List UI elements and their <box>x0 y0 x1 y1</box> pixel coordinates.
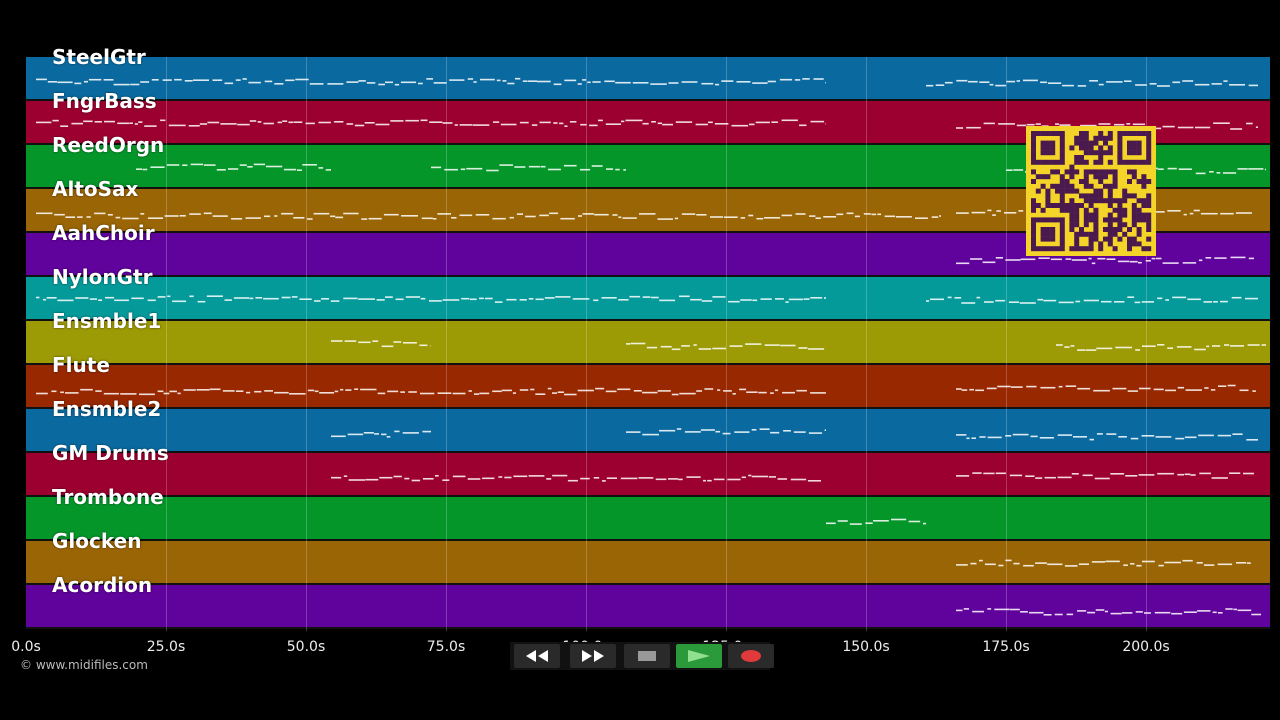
record-button[interactable] <box>728 644 774 668</box>
grid-line <box>446 57 447 631</box>
qr-code <box>1026 126 1156 256</box>
time-tick-label: 150.0s <box>842 639 890 655</box>
track-name-label: AahChoir <box>52 221 155 245</box>
track-lane: SteelGtr <box>26 45 1270 101</box>
track-name-label: Glocken <box>52 529 142 553</box>
grid-line <box>306 57 307 631</box>
track-name-label: Acordion <box>52 573 153 597</box>
fast-forward-icon <box>582 650 604 662</box>
track-name-label: Ensmble2 <box>52 397 162 421</box>
transport-controls <box>510 642 774 670</box>
track-name-label: FngrBass <box>52 89 157 113</box>
track-notes <box>36 119 1258 130</box>
grid-line <box>1146 57 1147 631</box>
time-tick-label: 200.0s <box>1122 639 1170 655</box>
record-icon <box>741 650 761 662</box>
track-lane: Glocken <box>26 529 1270 585</box>
track-notes <box>826 518 926 525</box>
grid-line <box>166 57 167 631</box>
time-tick-label: 50.0s <box>286 639 326 655</box>
stop-button[interactable] <box>624 644 670 668</box>
track-name-label: SteelGtr <box>52 45 146 69</box>
fast-forward-button[interactable] <box>570 644 616 668</box>
track-notes <box>36 295 1258 304</box>
time-tick-label: 175.0s <box>982 639 1030 655</box>
track-lane: Trombone <box>26 485 1270 541</box>
track-notes <box>956 256 1254 265</box>
track-name-label: NylonGtr <box>52 265 153 289</box>
track-notes <box>331 428 1258 441</box>
track-lane: Ensmble2 <box>26 397 1270 453</box>
play-button[interactable] <box>676 644 722 668</box>
track-name-label: Flute <box>52 353 110 377</box>
track-lane: GM Drums <box>26 441 1270 497</box>
track-notes <box>956 608 1261 616</box>
track-name-label: Ensmble1 <box>52 309 162 333</box>
copyright-text: © www.midifiles.com <box>20 658 148 672</box>
track-notes <box>331 340 1266 351</box>
track-lane: NylonGtr <box>26 265 1270 321</box>
track-lane: Acordion <box>26 573 1270 629</box>
stop-icon <box>638 651 656 661</box>
track-notes <box>956 559 1251 567</box>
track-lane: Ensmble1 <box>26 309 1270 365</box>
time-tick-label: 75.0s <box>426 639 466 655</box>
track-lanes: SteelGtr FngrBass ReedOrgn AltoSax AahChoir N… <box>26 45 1270 631</box>
track-notes <box>36 77 1258 87</box>
track-lane: Flute <box>26 353 1270 409</box>
grid-line <box>866 57 867 631</box>
track-name-label: AltoSax <box>52 177 139 201</box>
grid-line <box>726 57 727 631</box>
rewind-icon <box>526 650 548 662</box>
track-notes <box>36 384 1256 396</box>
track-name-label: ReedOrgn <box>52 133 165 157</box>
play-icon <box>688 650 710 662</box>
track-name-label: Trombone <box>52 485 164 509</box>
time-tick-label: 25.0s <box>146 639 186 655</box>
grid-line <box>1006 57 1007 631</box>
rewind-button[interactable] <box>514 644 560 668</box>
track-notes <box>331 472 1254 482</box>
time-tick-label: 0.0s <box>11 639 41 655</box>
grid-line <box>586 57 587 631</box>
track-name-label: GM Drums <box>52 441 169 465</box>
